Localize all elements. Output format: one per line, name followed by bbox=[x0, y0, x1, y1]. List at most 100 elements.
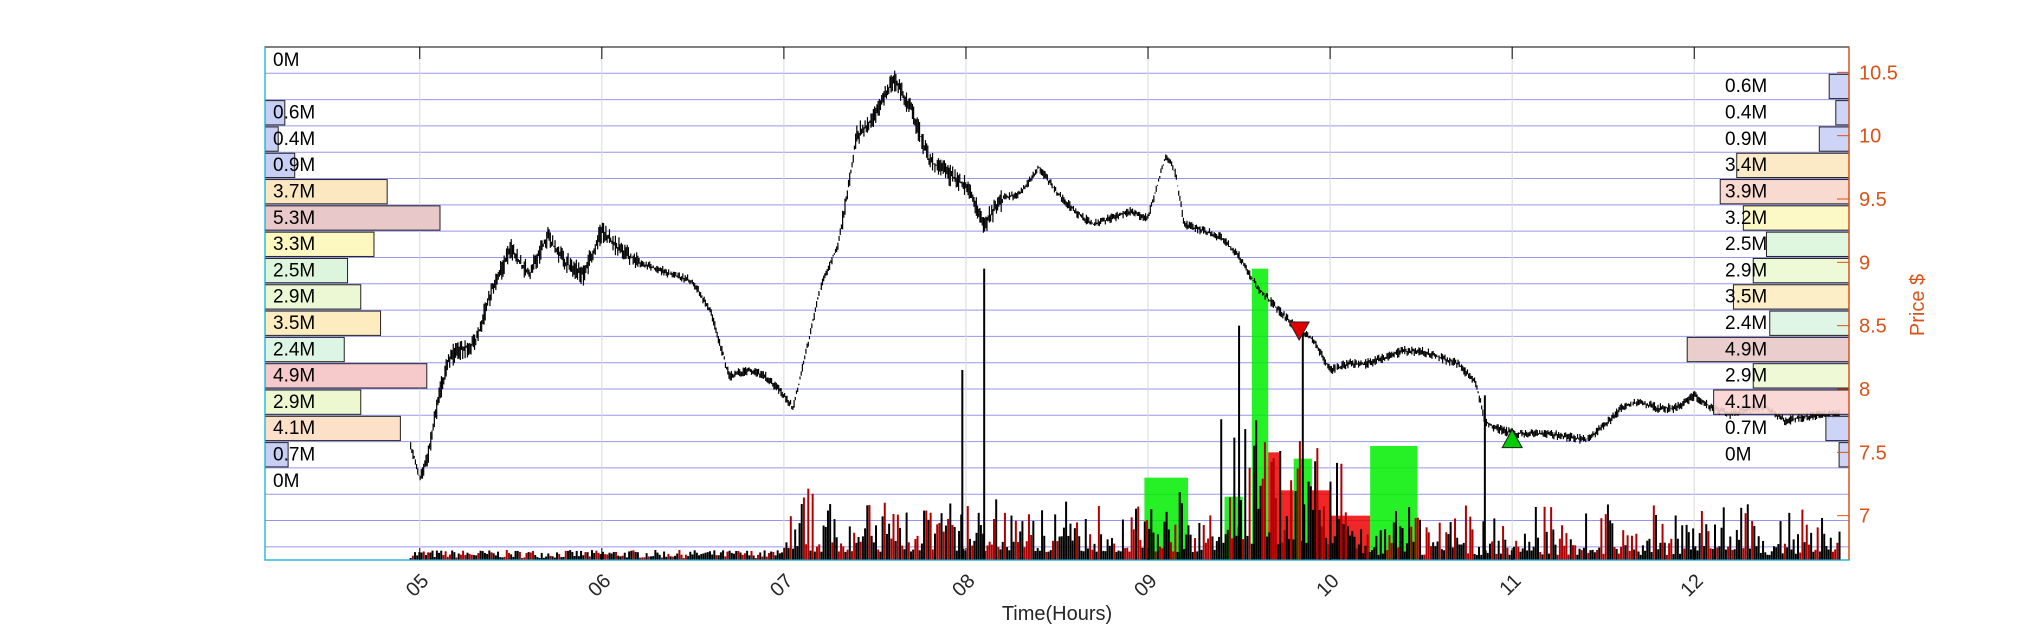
right-profile-bar bbox=[1818, 126, 1850, 152]
right-profile-bar bbox=[1752, 257, 1850, 284]
right-profile-bin: 0.6M bbox=[1725, 73, 1850, 100]
right-profile-bar bbox=[1719, 179, 1850, 205]
right-profile-label: 3.5M bbox=[1725, 287, 1767, 308]
left-profile-bin: 4.1M bbox=[264, 415, 401, 442]
left-profile-bin: 2.9M bbox=[264, 284, 362, 310]
x-tick-label: 12 bbox=[1676, 570, 1707, 601]
left-volume-profile: 0M 0.6M 0.4M 0.9M 3.7M 5.3M 3.3M 2.5M 2.9M 3.5M 2.… bbox=[264, 48, 441, 494]
right-profile-label: 4.1M bbox=[1725, 392, 1767, 413]
left-profile-label: 0M bbox=[273, 471, 299, 492]
right-profile-bar bbox=[1769, 310, 1850, 336]
right-profile-bin: 4.9M bbox=[1686, 336, 1850, 363]
left-profile-label: 2.5M bbox=[273, 260, 315, 281]
right-profile-label: 4.9M bbox=[1725, 339, 1767, 360]
left-profile-label: 5.3M bbox=[273, 208, 315, 229]
plot-background bbox=[265, 47, 1849, 560]
left-profile-label: 4.9M bbox=[273, 366, 315, 387]
y-tick-label: 9.5 bbox=[1859, 189, 1887, 211]
left-profile-bar bbox=[264, 257, 349, 284]
right-profile-bar bbox=[1752, 363, 1850, 389]
y-tick-label: 10.5 bbox=[1859, 62, 1898, 84]
left-profile-bin: 3.5M bbox=[264, 310, 382, 336]
right-profile-bin: 2.5M bbox=[1725, 231, 1850, 257]
x-tick-label: 09 bbox=[1130, 570, 1161, 601]
left-profile-bin: 0.9M bbox=[264, 152, 315, 179]
x-tick-label: 10 bbox=[1312, 570, 1343, 601]
right-profile-bin: 2.9M bbox=[1725, 257, 1850, 284]
grid-layer bbox=[265, 46, 1849, 560]
right-profile-bar bbox=[1713, 389, 1850, 415]
y-tick-label: 7.5 bbox=[1859, 442, 1887, 464]
right-profile-bin: 3.5M bbox=[1725, 284, 1850, 310]
right-profile-label: 0.4M bbox=[1725, 103, 1767, 124]
left-profile-bar bbox=[264, 231, 375, 257]
left-profile-bar bbox=[264, 389, 362, 415]
left-profile-bar bbox=[264, 336, 345, 363]
left-profile-bin: 2.9M bbox=[264, 389, 362, 415]
right-profile-label: 3.4M bbox=[1725, 155, 1767, 176]
right-profile-label: 2.9M bbox=[1725, 366, 1767, 387]
right-profile-bin: 2.9M bbox=[1725, 363, 1850, 389]
x-tick-label: 05 bbox=[402, 570, 433, 601]
right-profile-label: 2.4M bbox=[1725, 313, 1767, 334]
left-profile-bar bbox=[264, 284, 362, 310]
left-profile-bin: 5.3M bbox=[264, 205, 441, 231]
right-profile-label: 3.9M bbox=[1725, 181, 1767, 202]
left-profile-bar bbox=[264, 205, 441, 231]
left-profile-label: 0.9M bbox=[273, 155, 315, 176]
y-tick-label: 7 bbox=[1859, 506, 1870, 528]
y-tick-label: 9 bbox=[1859, 252, 1870, 274]
volume-layer bbox=[409, 268, 1841, 560]
x-tick-label: 06 bbox=[584, 570, 615, 601]
left-profile-label: 0.6M bbox=[273, 103, 315, 124]
x-tick-label: 08 bbox=[948, 570, 979, 601]
left-profile-label: 0M bbox=[273, 50, 299, 71]
y-axis-title: Price $ bbox=[1907, 274, 1929, 336]
left-profile-label: 0.4M bbox=[273, 129, 315, 150]
right-profile-bin: 3.9M bbox=[1719, 179, 1850, 205]
left-profile-label: 4.1M bbox=[273, 418, 315, 439]
y-tick-label: 8.5 bbox=[1859, 316, 1887, 338]
sell-marker bbox=[1288, 321, 1310, 342]
x-tick-label: 11 bbox=[1495, 570, 1525, 600]
right-profile-bin: 4.1M bbox=[1713, 389, 1850, 415]
x-tick-label: 07 bbox=[766, 570, 797, 601]
right-profile-bin: 2.4M bbox=[1725, 310, 1850, 336]
left-profile-bar bbox=[264, 310, 382, 336]
left-profile-label: 3.7M bbox=[273, 181, 315, 202]
left-profile-bin: 0.7M bbox=[264, 442, 315, 468]
right-profile-label: 3.2M bbox=[1725, 208, 1767, 229]
left-profile-label: 2.9M bbox=[273, 392, 315, 413]
right-profile-bar bbox=[1765, 231, 1850, 257]
left-profile-bin: 2.4M bbox=[264, 336, 345, 363]
y-tick-label: 8 bbox=[1859, 379, 1870, 401]
left-profile-bin: 3.3M bbox=[264, 231, 375, 257]
trade-markers bbox=[1288, 321, 1524, 449]
right-profile-label: 0.6M bbox=[1725, 76, 1767, 97]
left-profile-bar bbox=[264, 152, 296, 179]
right-profile-bar bbox=[1828, 73, 1850, 100]
right-profile-bar bbox=[1835, 100, 1850, 126]
buy-marker bbox=[1501, 428, 1524, 449]
x-axis-title: Time(Hours) bbox=[1002, 603, 1112, 625]
left-profile-bin: 2.5M bbox=[264, 257, 349, 284]
left-profile-bin: 0.6M bbox=[264, 100, 315, 126]
left-profile-bin: 3.7M bbox=[264, 179, 388, 205]
left-profile-bar bbox=[264, 415, 401, 442]
right-profile-bar bbox=[1838, 442, 1850, 468]
left-profile-bin: 0.4M bbox=[264, 126, 315, 152]
right-profile-bin: 3.2M bbox=[1725, 205, 1850, 231]
right-profile-label: 2.9M bbox=[1725, 260, 1767, 281]
right-profile-bar bbox=[1742, 205, 1850, 231]
right-profile-bin: 0.7M bbox=[1725, 415, 1850, 442]
left-profile-bar bbox=[264, 363, 428, 389]
left-profile-bin: 4.9M bbox=[264, 363, 428, 389]
y-tick-label: 10 bbox=[1859, 126, 1881, 148]
right-profile-bar bbox=[1686, 336, 1850, 363]
right-profile-label: 0.9M bbox=[1725, 129, 1767, 150]
right-volume-profile: 0.6M 0.4M 0.9M 3.4M 3.9M 3.2M 2.5M 2.9M 3.5M 2.4M… bbox=[1686, 73, 1850, 468]
right-profile-bar bbox=[1825, 415, 1850, 442]
right-profile-label: 2.5M bbox=[1725, 234, 1767, 255]
right-profile-label: 0M bbox=[1725, 445, 1751, 466]
